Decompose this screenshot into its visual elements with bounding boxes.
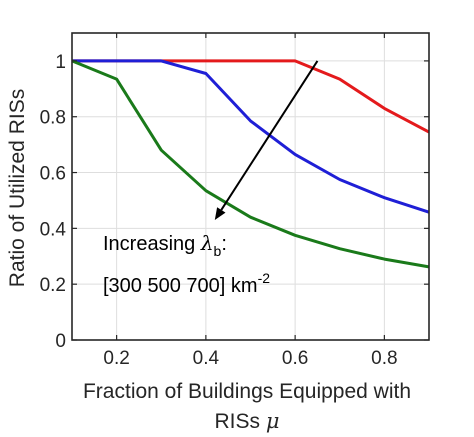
y-axis-label: Ratio of Utilized RISs	[6, 89, 29, 287]
mu-symbol: μ	[266, 409, 280, 433]
series-line-3	[71, 59, 430, 269]
x-tick-label: 0.6	[282, 348, 308, 369]
y-tick-labels: 0 0.2 0.4 0.6 0.8 1	[40, 52, 67, 352]
arrow-head	[214, 207, 226, 220]
y-tick-label: 0	[55, 331, 66, 352]
y-tick-label: 1	[55, 52, 66, 73]
y-tick-label: 0.6	[40, 164, 66, 185]
x-tick-labels: 0.2 0.4 0.6 0.8	[103, 348, 397, 369]
arrow-shaft	[220, 60, 319, 211]
y-tick-label: 0.4	[40, 219, 67, 240]
x-tick-label: 0.8	[371, 348, 397, 369]
y-tick-label: 0.2	[40, 275, 66, 296]
x-axis-label-line-1: Fraction of Buildings Equipped with	[83, 380, 411, 403]
annotation-line-2: [300 500 700] km-2	[103, 270, 270, 297]
series-lines	[71, 59, 430, 269]
annotation-line-1: Increasing λb:	[103, 231, 227, 259]
tick-marks	[72, 33, 429, 341]
y-tick-label: 0.8	[40, 108, 66, 129]
series-line-2	[72, 59, 430, 214]
km-superscript: -2	[258, 270, 271, 286]
lambda-subscript: b	[214, 243, 222, 259]
x-tick-label: 0.2	[103, 348, 129, 369]
plot-frame	[71, 32, 430, 341]
lambda-symbol: λ	[200, 231, 214, 255]
x-axis-label-line-2: RISs μ	[214, 409, 279, 433]
annotation-arrow	[214, 60, 319, 220]
x-tick-label: 0.4	[193, 348, 220, 369]
